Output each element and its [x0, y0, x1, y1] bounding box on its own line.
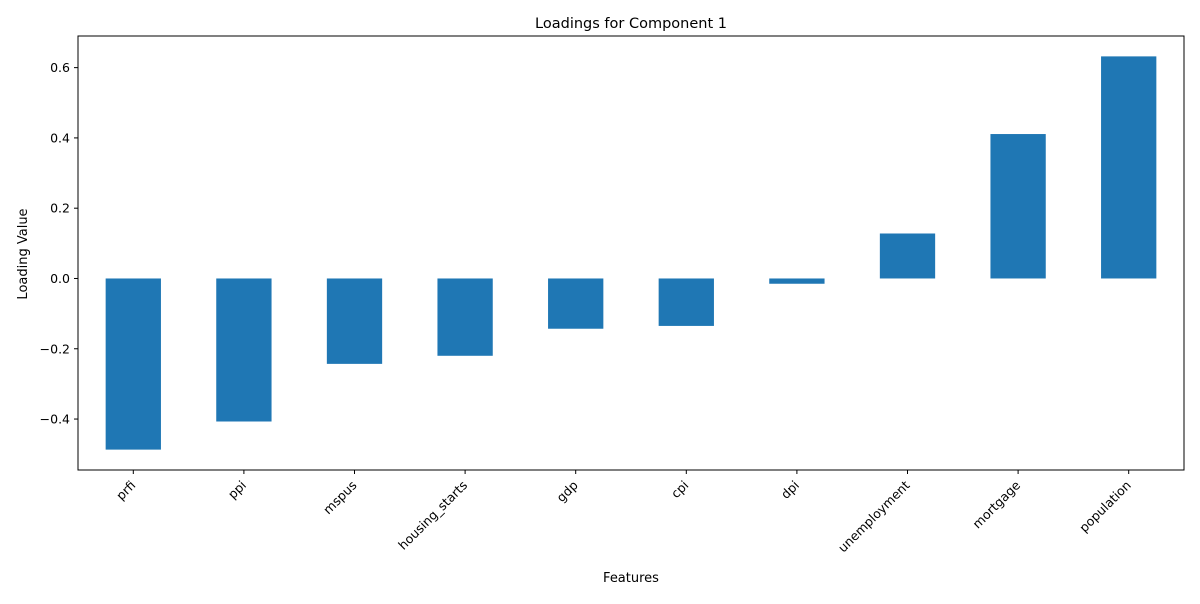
x-tick-label: housing_starts — [395, 478, 470, 553]
x-tick-label: mspus — [320, 478, 360, 518]
x-axis: prfi ppi mspus housing_starts gdp cpi dpi unemp… — [113, 470, 1134, 555]
chart-title: Loadings for Component 1 — [535, 16, 727, 32]
y-tick-label: 0.4 — [50, 130, 70, 145]
bar-population — [1101, 56, 1157, 279]
bar-housing-starts — [437, 278, 493, 356]
y-tick-label: −0.4 — [40, 412, 70, 427]
x-axis-label: Features — [603, 571, 659, 586]
x-tick-label: dpi — [778, 478, 802, 502]
x-tick-label: prfi — [113, 478, 138, 503]
bar-mortgage — [990, 134, 1046, 279]
y-axis: −0.4 −0.2 0.0 0.2 0.4 0.6 — [40, 60, 78, 427]
bar-prfi — [105, 278, 161, 450]
plot-frame — [77, 35, 1185, 471]
bar-unemployment — [879, 233, 936, 279]
bar-dpi — [769, 278, 825, 284]
bar-cpi — [658, 278, 714, 326]
y-axis-label: Loading Value — [16, 208, 31, 299]
y-tick-label: 0.2 — [50, 201, 70, 216]
x-tick-label: cpi — [668, 478, 692, 502]
y-tick-label: 0.6 — [50, 60, 70, 75]
y-tick-label: 0.0 — [50, 271, 70, 286]
x-tick-label: mortgage — [969, 477, 1023, 531]
bar-gdp — [548, 278, 604, 329]
x-tick-label: unemployment — [835, 477, 913, 555]
bar-ppi — [216, 278, 272, 422]
x-tick-label: gdp — [553, 477, 580, 504]
y-tick-label: −0.2 — [40, 341, 70, 356]
plot-area — [77, 35, 1185, 471]
x-tick-label: ppi — [225, 478, 249, 502]
x-tick-label: population — [1076, 478, 1134, 536]
bar-mspus — [326, 278, 383, 364]
